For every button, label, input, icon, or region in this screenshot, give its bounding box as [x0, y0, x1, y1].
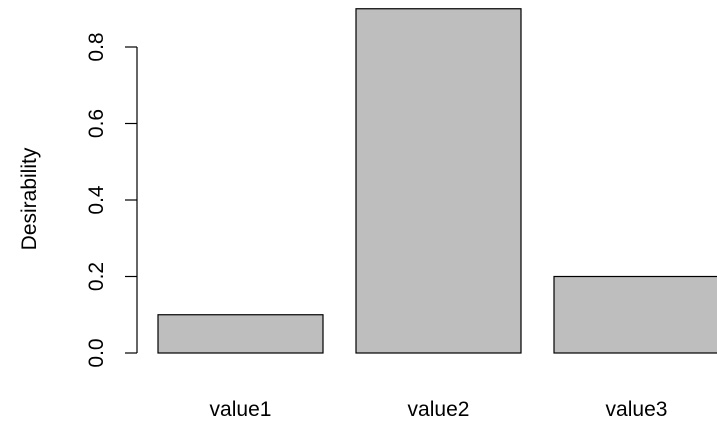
bar-value2: [355, 8, 522, 354]
y-tick-label: 0.2: [85, 262, 108, 291]
bar-value3: [553, 275, 717, 354]
category-labels: value1 value2 value3: [210, 398, 668, 421]
y-ticks: 0.0 0.2 0.4 0.6 0.8: [85, 32, 137, 368]
y-tick-label: 0.4: [85, 185, 108, 215]
y-tick-label: 0.0: [85, 338, 108, 367]
y-tick-label: 0.8: [85, 32, 108, 61]
bar-value1: [157, 314, 324, 354]
y-axis: 0.0 0.2 0.4 0.6 0.8: [85, 32, 138, 368]
x-category-label: value1: [210, 398, 272, 421]
x-category-label: value2: [408, 398, 470, 421]
bars: [157, 8, 717, 354]
y-axis-label: Desirability: [18, 147, 41, 250]
y-tick-label: 0.6: [85, 109, 108, 138]
x-category-label: value3: [606, 398, 668, 421]
